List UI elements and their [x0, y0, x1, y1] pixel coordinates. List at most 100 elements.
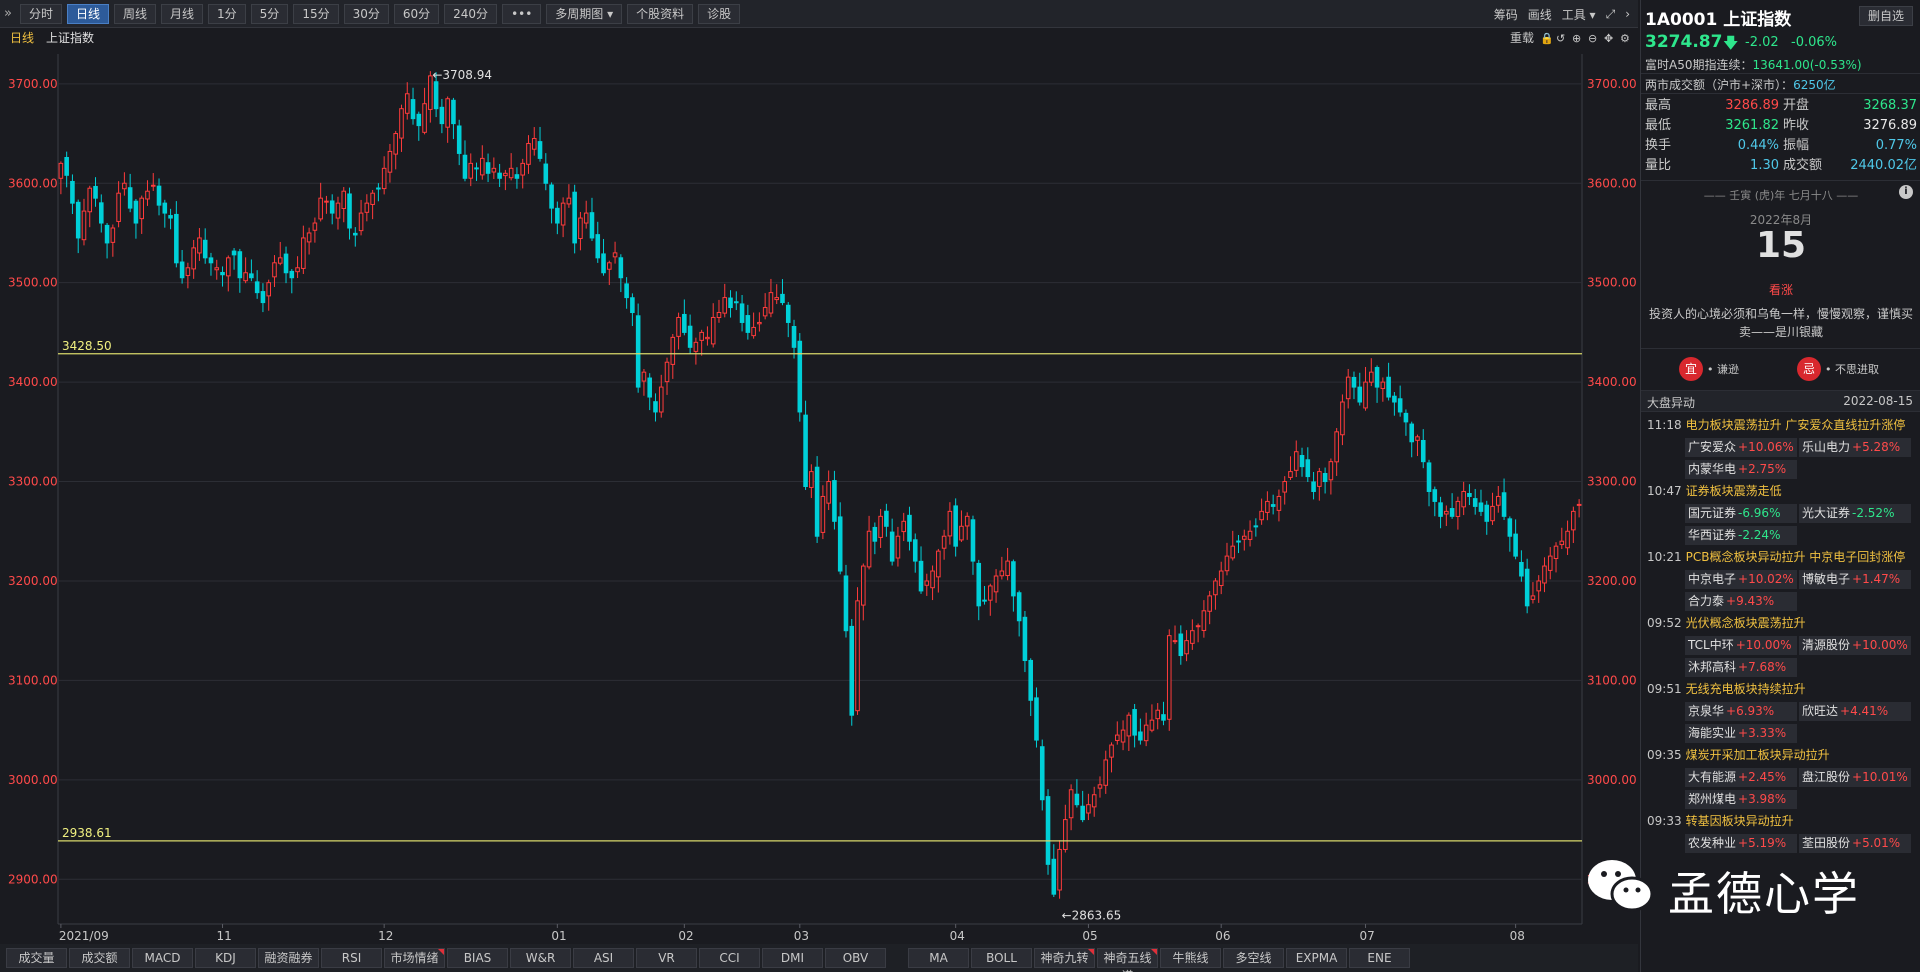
kline-chart[interactable]: 日线 上证指数 重载 🔒 ↺ ⊕ ⊖ ✥ ⚙ 3700.00 3700.00 3600.00 3600.…	[0, 28, 1638, 944]
indicator-tab-a-8[interactable]: W&R	[510, 948, 571, 968]
candle	[1213, 580, 1218, 596]
indicator-tab-b-0[interactable]: MA	[908, 948, 969, 968]
market-move-item[interactable]: 09:33 转基因板块异动拉升 农发种业 +5.19% 荃田股份 +5.01%	[1641, 810, 1920, 854]
market-move-stock[interactable]: 博敏电子 +1.47%	[1799, 570, 1911, 589]
market-move-item[interactable]: 09:52 光伏概念板块震荡拉升 TCL中环 +10.00% 清源股份 +10.00%沐邦…	[1641, 612, 1920, 678]
market-move-stock[interactable]: 清源股份 +10.00%	[1799, 636, 1911, 655]
market-move-title: 09:51 无线充电板块持续拉升	[1641, 678, 1920, 700]
zoom-in-icon[interactable]: ⊕	[1572, 32, 1581, 45]
candle	[64, 157, 69, 176]
chevron-right-icon[interactable]: ›	[1625, 7, 1630, 21]
indicator-tab-a-1[interactable]: 成交额	[69, 948, 130, 968]
indicator-tab-b-7[interactable]: ENE	[1349, 948, 1410, 968]
indicator-tab-b-1[interactable]: BOLL	[971, 948, 1032, 968]
market-move-item[interactable]: 11:18 电力板块震荡拉升 广安爱众直线拉升涨停 广安爱众 +10.06% 乐山电力 +…	[1641, 414, 1920, 480]
period-button-3[interactable]: 月线	[161, 3, 204, 24]
market-move-stock[interactable]: 郑州煤电 +3.98%	[1685, 790, 1797, 809]
indicator-tab-b-2[interactable]: 神奇九转	[1034, 948, 1095, 968]
undo-icon[interactable]: ↺	[1556, 32, 1565, 45]
candle	[531, 138, 537, 150]
market-move-stock[interactable]: 合力泰 +9.43%	[1685, 592, 1797, 611]
info-icon[interactable]: i	[1899, 185, 1913, 199]
indicator-tab-b-5[interactable]: 多空线	[1223, 948, 1284, 968]
x-tick-label: 06	[1215, 929, 1230, 943]
candle	[1224, 555, 1230, 572]
market-move-item[interactable]: 09:35 煤炭开采加工板块异动拉升 大有能源 +2.45% 盘江股份 +10.01%郑州…	[1641, 744, 1920, 810]
period-button-0[interactable]: 分时	[19, 3, 62, 24]
market-move-title: 10:21 PCB概念板块异动拉升 中京电子回封涨停	[1641, 546, 1920, 568]
market-move-item[interactable]: 10:47 证券板块震荡走低 国元证券 -6.96% 光大证券 -2.52%华西证券 -2.…	[1641, 480, 1920, 546]
market-move-stock[interactable]: 乐山电力 +5.28%	[1799, 438, 1911, 457]
indicator-tab-a-9[interactable]: ASI	[573, 948, 634, 968]
y-tick-label-right: 3400.00	[1587, 375, 1637, 389]
stock-profile-button[interactable]: 个股资料	[627, 3, 694, 24]
tools-dropdown[interactable]: 工具 ▾	[1561, 7, 1596, 22]
market-move-stock[interactable]: 光大证券 -2.52%	[1799, 504, 1911, 523]
indicator-tab-a-0[interactable]: 成交量	[6, 948, 67, 968]
market-move-stock[interactable]: 华西证券 -2.24%	[1685, 526, 1797, 545]
period-button-1[interactable]: 日线	[66, 3, 109, 24]
market-move-stock[interactable]: 农发种业 +5.19%	[1685, 834, 1797, 853]
market-move-stock[interactable]: 京泉华 +6.93%	[1685, 702, 1797, 721]
indicator-tab-b-6[interactable]: EXPMA	[1286, 948, 1347, 968]
market-move-stock[interactable]: 内蒙华电 +2.75%	[1685, 460, 1797, 479]
x-tick-label: 2021/09	[59, 929, 109, 943]
indicator-tab-a-3[interactable]: KDJ	[195, 948, 256, 968]
indicator-tab-a-7[interactable]: BIAS	[447, 948, 508, 968]
indicator-tab-a-12[interactable]: DMI	[762, 948, 823, 968]
reload-label[interactable]: 重载	[1510, 31, 1534, 45]
move-icon[interactable]: ✥	[1604, 32, 1613, 45]
expand-icon[interactable]: ⤢	[1605, 6, 1616, 21]
gear-icon[interactable]: ⚙	[1620, 32, 1630, 45]
indicator-tab-b-3[interactable]: 神奇五线谱	[1097, 948, 1158, 972]
candle	[1524, 568, 1530, 607]
indicator-tab-a-11[interactable]: CCI	[699, 948, 760, 968]
period-button-9[interactable]: 240分	[444, 3, 498, 24]
double-chevron-right-icon[interactable]: »	[4, 6, 12, 21]
market-move-stock[interactable]: 大有能源 +2.45%	[1685, 768, 1797, 787]
candle	[1178, 633, 1184, 657]
market-move-stock[interactable]: 广安爱众 +10.06%	[1685, 438, 1797, 457]
market-move-stock[interactable]: 欣旺达 +4.41%	[1799, 702, 1911, 721]
remove-watchlist-button[interactable]: 删自选	[1858, 6, 1913, 26]
market-move-stock[interactable]: 沐邦高科 +7.68%	[1685, 658, 1797, 677]
more-periods-button[interactable]: •••	[502, 3, 542, 24]
market-move-stock[interactable]: 国元证券 -6.96%	[1685, 504, 1797, 523]
period-button-7[interactable]: 30分	[343, 3, 389, 24]
zoom-out-icon[interactable]: ⊖	[1588, 32, 1597, 45]
indicator-tab-a-6[interactable]: 市场情绪	[384, 948, 445, 968]
chips-button[interactable]: 筹码	[1493, 7, 1518, 22]
lock-icon[interactable]: 🔒	[1540, 32, 1554, 45]
market-move-item[interactable]: 09:51 无线充电板块持续拉升京泉华 +6.93% 欣旺达 +4.41%海能实业 +3.…	[1641, 678, 1920, 744]
period-button-8[interactable]: 60分	[393, 3, 440, 24]
candle	[716, 312, 722, 318]
multi-period-dropdown[interactable]: 多周期图 ▾	[546, 3, 623, 24]
candle	[1259, 510, 1264, 521]
market-move-item[interactable]: 10:21 PCB概念板块异动拉升 中京电子回封涨停中京电子 +10.02% 博敏电子…	[1641, 546, 1920, 612]
diagnose-button[interactable]: 诊股	[698, 3, 741, 24]
indicator-tab-a-10[interactable]: VR	[636, 948, 697, 968]
draw-line-button[interactable]: 画线	[1527, 7, 1552, 22]
candle	[289, 270, 295, 279]
indicator-tab-b-4[interactable]: 牛熊线	[1160, 948, 1221, 968]
period-button-5[interactable]: 5分	[250, 3, 289, 24]
market-move-stock[interactable]: 盘江股份 +10.01%	[1799, 768, 1911, 787]
indicator-tab-a-4[interactable]: 融资融券	[258, 948, 319, 968]
indicator-tab-a-5[interactable]: RSI	[321, 948, 382, 968]
period-button-4[interactable]: 1分	[208, 3, 246, 24]
market-move-stock[interactable]: 中京电子 +10.02%	[1685, 570, 1797, 589]
market-move-stock[interactable]: 海能实业 +3.33%	[1685, 724, 1797, 743]
indicator-tab-a-13[interactable]: OBV	[825, 948, 886, 968]
indicator-tab-a-2[interactable]: MACD	[132, 948, 193, 968]
period-button-6[interactable]: 15分	[293, 3, 339, 24]
market-move-stock[interactable]: 荃田股份 +5.01%	[1799, 834, 1911, 853]
candle	[1080, 805, 1085, 821]
candle	[1305, 459, 1311, 478]
market-move-stock[interactable]: TCL中环 +10.00%	[1685, 636, 1797, 655]
candle	[104, 224, 110, 244]
kline-svg[interactable]: 日线 上证指数 重载 🔒 ↺ ⊕ ⊖ ✥ ⚙ 3700.00 3700.00 3600.00 3600.…	[0, 28, 1638, 944]
candle	[139, 197, 144, 220]
market-move-text: 证券板块震荡走低	[1685, 484, 1782, 498]
stock-change: +3.33%	[1738, 726, 1787, 740]
period-button-2[interactable]: 周线	[114, 3, 157, 24]
